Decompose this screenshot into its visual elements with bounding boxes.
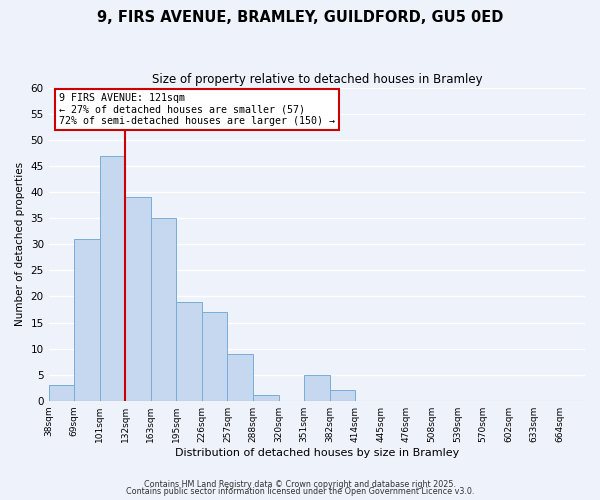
Text: 9 FIRS AVENUE: 121sqm
← 27% of detached houses are smaller (57)
72% of semi-deta: 9 FIRS AVENUE: 121sqm ← 27% of detached … [59,92,335,126]
Text: Contains public sector information licensed under the Open Government Licence v3: Contains public sector information licen… [126,487,474,496]
Text: Contains HM Land Registry data © Crown copyright and database right 2025.: Contains HM Land Registry data © Crown c… [144,480,456,489]
Bar [74,239,100,400]
Text: 9, FIRS AVENUE, BRAMLEY, GUILDFORD, GU5 0ED: 9, FIRS AVENUE, BRAMLEY, GUILDFORD, GU5 … [97,10,503,25]
X-axis label: Distribution of detached houses by size in Bramley: Distribution of detached houses by size … [175,448,459,458]
Bar [202,312,227,400]
Title: Size of property relative to detached houses in Bramley: Size of property relative to detached ho… [152,72,482,86]
Bar [176,302,202,400]
Bar [49,385,74,400]
Y-axis label: Number of detached properties: Number of detached properties [15,162,25,326]
Bar [125,198,151,400]
Bar [329,390,355,400]
Bar [100,156,125,400]
Bar [304,374,329,400]
Bar [227,354,253,401]
Bar [151,218,176,400]
Bar [253,396,278,400]
